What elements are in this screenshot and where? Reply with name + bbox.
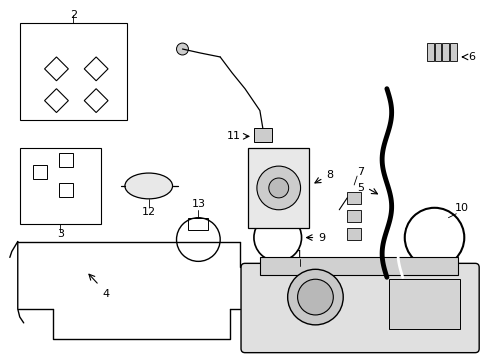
- Text: 12: 12: [142, 207, 156, 217]
- Text: 9: 9: [317, 233, 325, 243]
- Bar: [449, 43, 456, 61]
- Text: 10: 10: [454, 203, 468, 213]
- Bar: [426, 43, 433, 61]
- Bar: [346, 210, 360, 222]
- Ellipse shape: [124, 173, 172, 199]
- Text: 6: 6: [468, 52, 475, 62]
- FancyBboxPatch shape: [241, 264, 478, 353]
- Bar: [388, 279, 459, 329]
- Circle shape: [256, 166, 300, 210]
- Circle shape: [268, 178, 288, 198]
- Text: 13: 13: [191, 199, 205, 209]
- Text: 2: 2: [70, 10, 77, 20]
- Text: 7: 7: [357, 167, 364, 177]
- Bar: [253, 129, 271, 142]
- Text: 1: 1: [295, 251, 303, 260]
- Bar: [247, 148, 309, 228]
- Bar: [60, 153, 73, 167]
- Bar: [346, 228, 360, 239]
- Bar: [33, 165, 46, 179]
- Text: 4: 4: [102, 289, 109, 299]
- Bar: [434, 43, 441, 61]
- Text: 5: 5: [357, 183, 364, 193]
- Bar: [20, 148, 101, 224]
- Text: 3: 3: [57, 229, 64, 239]
- Bar: [188, 218, 208, 230]
- Circle shape: [176, 43, 188, 55]
- Bar: [442, 43, 448, 61]
- Text: 11: 11: [226, 131, 241, 141]
- Circle shape: [287, 269, 343, 325]
- Bar: [20, 23, 127, 121]
- Bar: [60, 183, 73, 197]
- Text: 8: 8: [325, 170, 332, 180]
- Circle shape: [297, 279, 333, 315]
- Bar: [259, 257, 457, 275]
- Bar: [346, 192, 360, 204]
